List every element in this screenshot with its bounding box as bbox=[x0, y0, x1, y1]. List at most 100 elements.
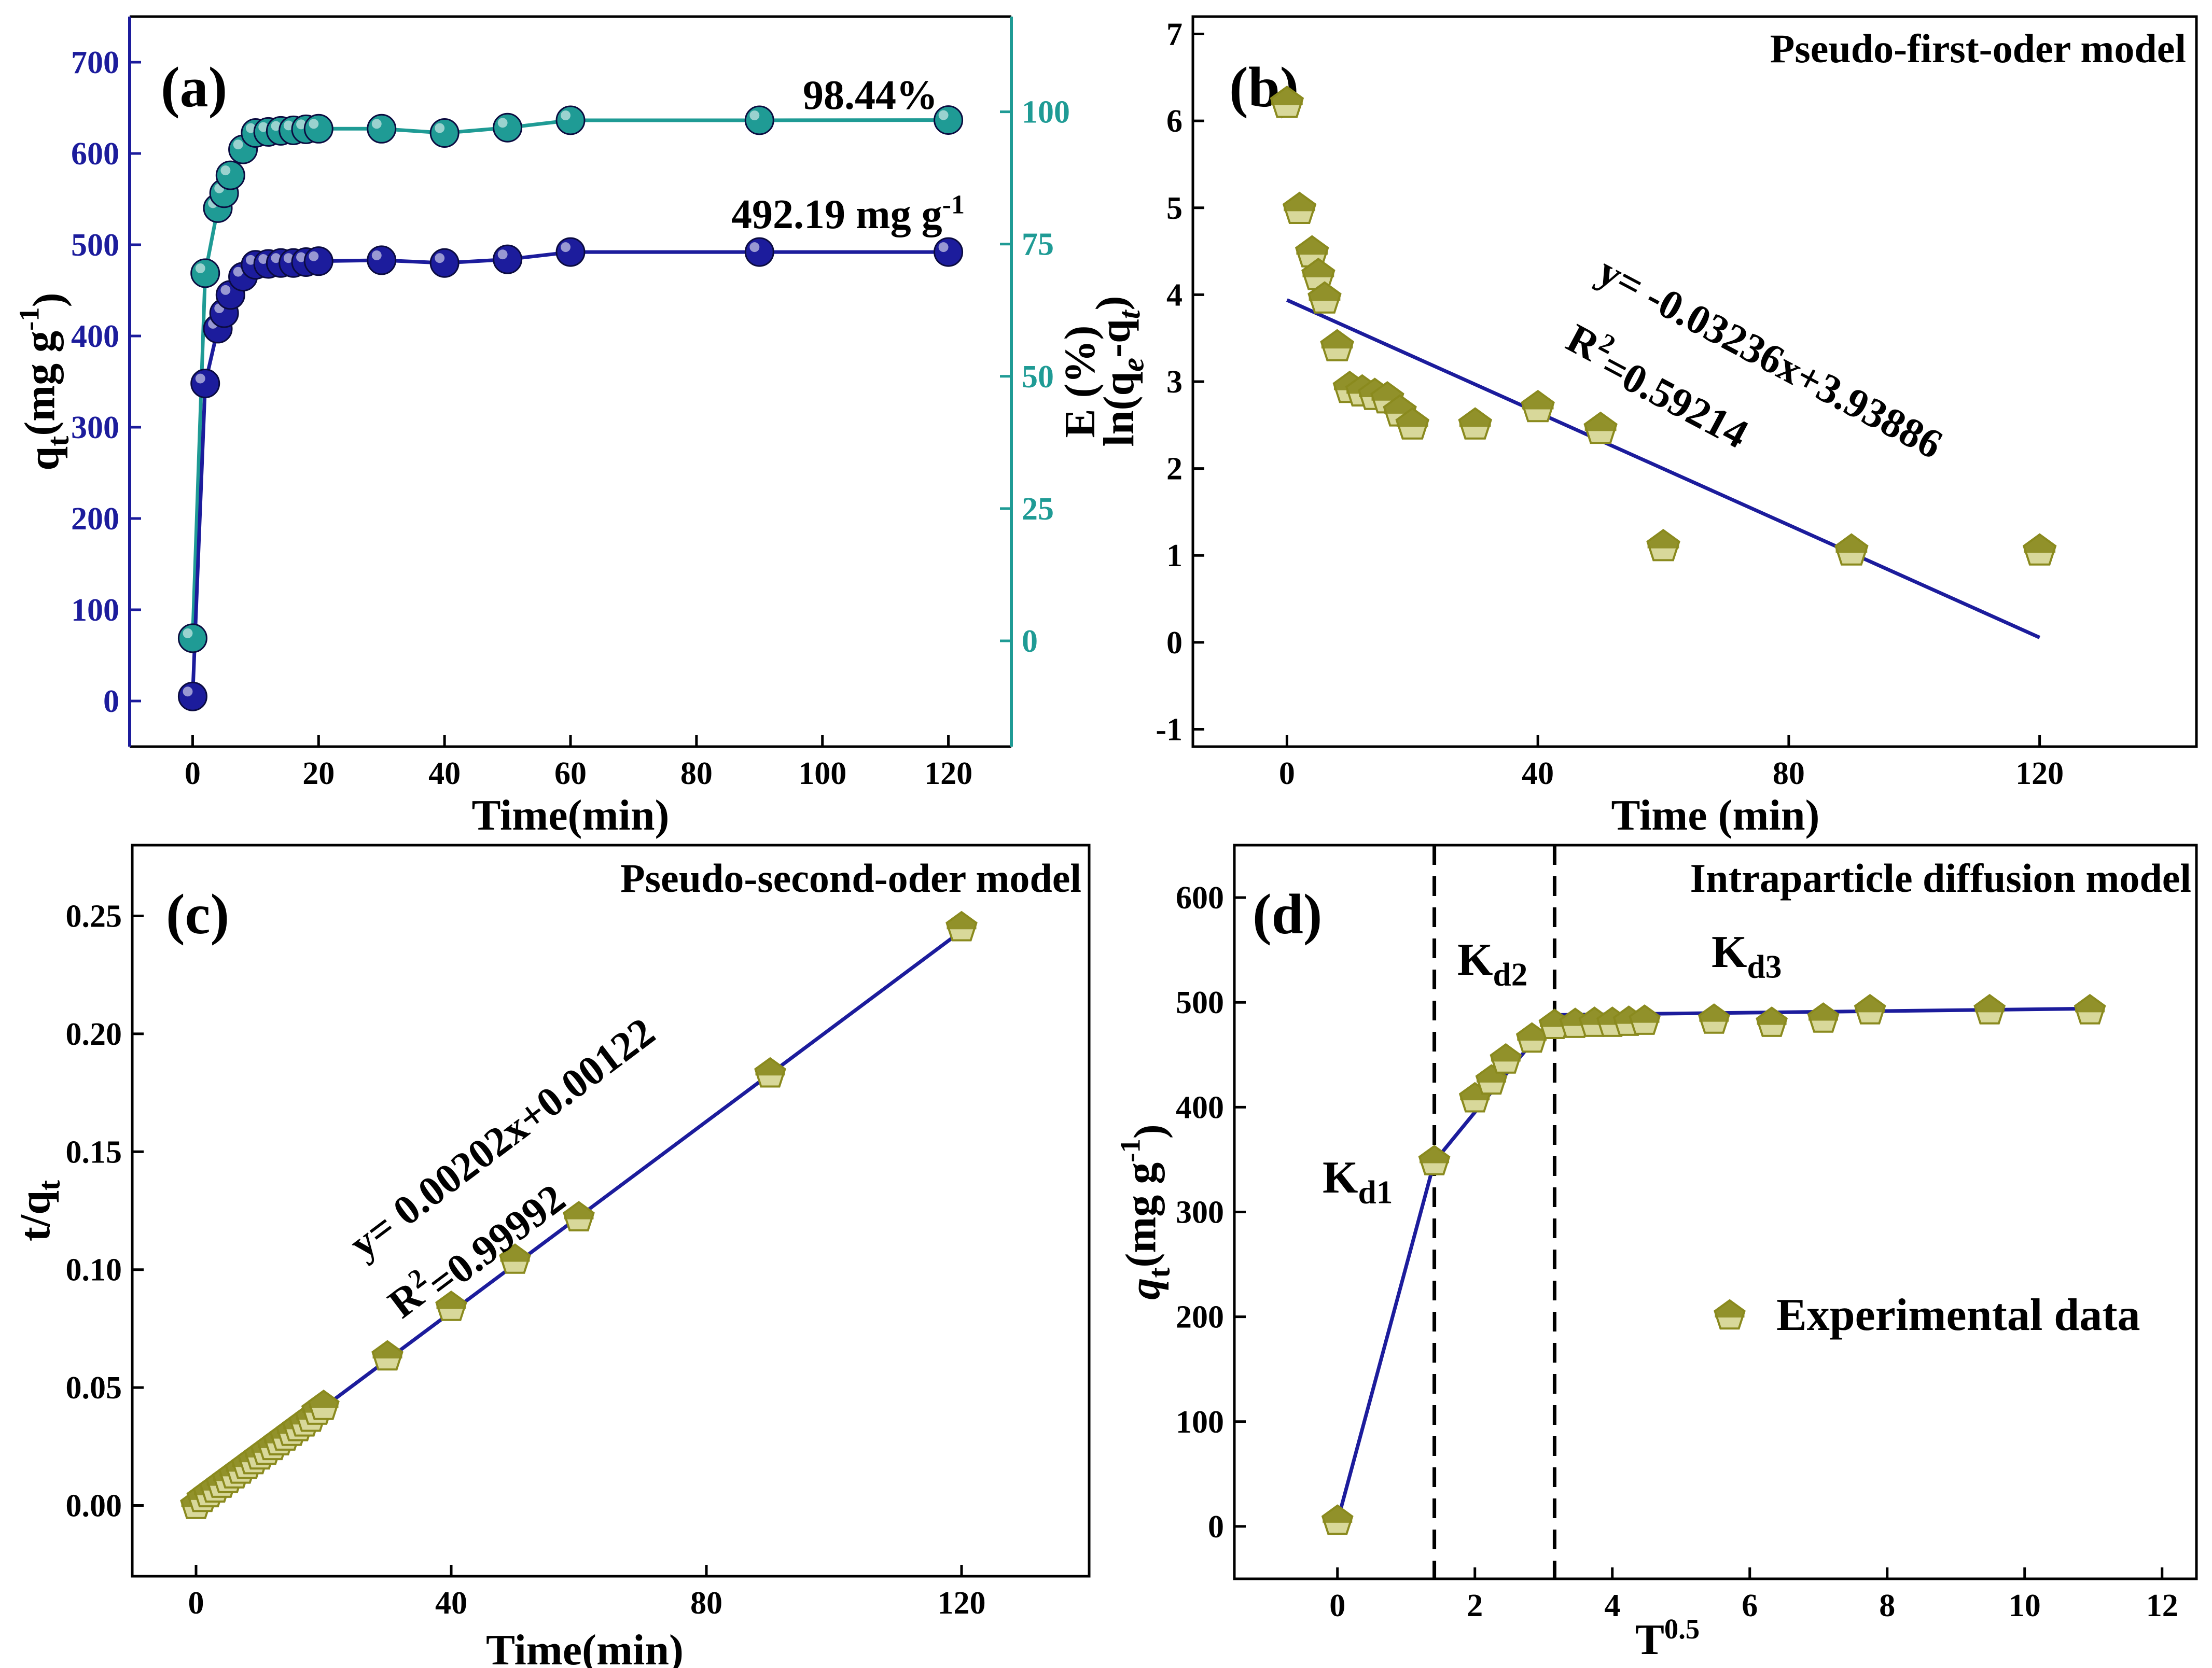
data-point bbox=[1320, 329, 1354, 361]
data-point-fill bbox=[1309, 282, 1341, 301]
data-point-fill bbox=[1302, 259, 1334, 277]
point-q bbox=[367, 245, 397, 275]
y-tick-label: 5 bbox=[1166, 191, 1182, 226]
data-point bbox=[1973, 993, 2006, 1025]
data-point bbox=[1395, 407, 1430, 440]
y-axis-label-part: (mg g bbox=[1117, 1162, 1165, 1268]
y-axis-label-part: -1 bbox=[1114, 1139, 1146, 1162]
x-tick-label: 80 bbox=[690, 1586, 722, 1621]
point-e bbox=[177, 623, 207, 653]
data-point-fill bbox=[2024, 534, 2056, 553]
y-tick-label: 100 bbox=[71, 593, 119, 628]
y-tick-label: 400 bbox=[1176, 1090, 1224, 1125]
point-e bbox=[744, 105, 774, 135]
model-title: Pseudo-first-oder model bbox=[1770, 26, 2186, 71]
data-point-fill bbox=[1835, 534, 1868, 553]
x-axis-label-part: T bbox=[1635, 1616, 1664, 1664]
x-axis-label: Time (min) bbox=[1611, 791, 1819, 839]
y-axis-label-left: qt(mg g-1) bbox=[13, 292, 75, 470]
point-q bbox=[934, 237, 964, 267]
y-tick-label: 25 bbox=[1022, 492, 1054, 527]
fit-line bbox=[1335, 1006, 2090, 1522]
annotation-percent: 98.44% bbox=[803, 73, 938, 118]
data-point bbox=[371, 1340, 404, 1371]
y-tick-label: 600 bbox=[71, 136, 119, 172]
data-point-fill bbox=[1630, 1005, 1660, 1023]
data-point-fill bbox=[947, 912, 977, 930]
y-tick-label: 3 bbox=[1166, 365, 1182, 400]
x-tick-label: 0 bbox=[185, 756, 201, 791]
y-axis-label: t/qt bbox=[11, 1180, 66, 1241]
y-tick-label: 500 bbox=[71, 228, 119, 263]
data-point-fill bbox=[1491, 1044, 1521, 1062]
y-axis-label-part: t bbox=[1142, 1268, 1176, 1278]
label-kd1-part: d1 bbox=[1358, 1174, 1393, 1210]
point-q-body bbox=[303, 246, 333, 276]
data-point-fill bbox=[2075, 995, 2105, 1013]
label-kd3-part: d3 bbox=[1747, 948, 1782, 985]
point-e-shine bbox=[371, 119, 382, 129]
data-point-fill bbox=[1477, 1065, 1507, 1083]
y-axis-label-left-part: -1 bbox=[13, 307, 45, 330]
point-e bbox=[190, 258, 220, 288]
y-axis-label-part: ) bbox=[1125, 1124, 1174, 1139]
point-e-shine bbox=[245, 123, 256, 133]
point-q-shine bbox=[938, 242, 949, 253]
y-axis-label-part: t/q bbox=[11, 1190, 59, 1241]
y-axis-label-left-part: t bbox=[40, 436, 75, 446]
x-tick-label: 4 bbox=[1604, 1588, 1620, 1623]
point-e bbox=[555, 105, 586, 135]
y-tick-label: 500 bbox=[1176, 985, 1224, 1020]
y-axis-label-part: -q bbox=[1091, 319, 1139, 358]
point-q-shine bbox=[561, 242, 571, 253]
point-e-body bbox=[177, 623, 207, 653]
point-q bbox=[744, 237, 774, 267]
point-e-body bbox=[303, 114, 333, 144]
data-point-fill bbox=[500, 1244, 530, 1262]
data-point bbox=[1490, 1043, 1522, 1074]
point-e-body bbox=[555, 105, 586, 135]
y-tick-label: 0.10 bbox=[66, 1253, 122, 1288]
point-q-body bbox=[493, 244, 523, 274]
point-e-body bbox=[367, 114, 397, 144]
point-q-body bbox=[744, 237, 774, 267]
point-e-shine bbox=[309, 119, 319, 129]
data-point-fill bbox=[436, 1292, 466, 1309]
point-e bbox=[493, 113, 523, 143]
label-kd3: Kd3 bbox=[1712, 927, 1782, 985]
data-point bbox=[1282, 191, 1317, 224]
data-point-fill bbox=[1371, 382, 1403, 401]
y-tick-label: 300 bbox=[1176, 1195, 1224, 1230]
data-point bbox=[1698, 1003, 1730, 1034]
x-tick-label: 6 bbox=[1742, 1588, 1758, 1623]
x-tick-label: 80 bbox=[680, 756, 713, 791]
data-point bbox=[1321, 1504, 1354, 1535]
label-kd1-part: K bbox=[1323, 1153, 1358, 1203]
y-axis-label-left-part: (mg g bbox=[16, 331, 64, 436]
x-tick-label: 20 bbox=[302, 756, 335, 791]
y-tick-label: 2 bbox=[1166, 452, 1182, 487]
point-q bbox=[429, 248, 460, 278]
data-point-fill bbox=[372, 1341, 402, 1358]
x-tick-label: 100 bbox=[798, 756, 846, 791]
data-point-fill bbox=[1522, 391, 1554, 410]
point-q-shine bbox=[245, 255, 256, 265]
x-tick-label: 120 bbox=[938, 1586, 986, 1621]
data-point bbox=[1834, 533, 1869, 566]
data-point-fill bbox=[1384, 395, 1416, 414]
plot-frame bbox=[131, 844, 1091, 1578]
point-e-body bbox=[493, 113, 523, 143]
y-tick-label: 100 bbox=[1176, 1405, 1224, 1440]
data-point-fill bbox=[1647, 530, 1679, 549]
data-point-fill bbox=[1323, 1505, 1353, 1523]
y-tick-label: 0.20 bbox=[66, 1017, 122, 1052]
data-point bbox=[2074, 993, 2106, 1025]
point-e bbox=[367, 114, 397, 144]
point-q bbox=[190, 369, 220, 399]
data-point bbox=[754, 1057, 786, 1088]
x-axis-label: Time(min) bbox=[471, 791, 669, 839]
data-point-fill bbox=[1757, 1007, 1787, 1025]
point-e-shine bbox=[283, 120, 294, 131]
x-tick-label: 2 bbox=[1467, 1588, 1483, 1623]
label-kd2-part: d2 bbox=[1493, 956, 1527, 992]
